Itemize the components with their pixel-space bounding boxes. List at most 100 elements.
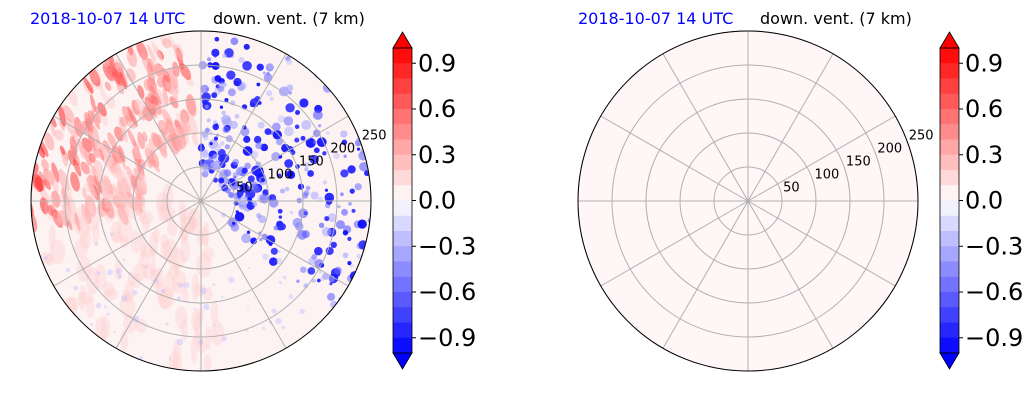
left-field-negative-cell [106, 312, 110, 316]
left-field-negative-cell [312, 110, 323, 120]
left-field-positive-cell [87, 110, 95, 124]
left-field-negative-cell [305, 185, 311, 191]
left-field-positive-cell [138, 211, 154, 225]
left-field-positive-cell [171, 83, 179, 103]
left-field-positive-cell [103, 288, 118, 301]
left-field-negative-cell [218, 154, 226, 163]
right-radial-tick-label-250: 250 [909, 128, 934, 143]
left-field-negative-cell [212, 123, 220, 131]
left-field-negative-cell [213, 136, 219, 141]
left-field-positive-cell [137, 85, 145, 99]
left-field-positive-cell [138, 251, 150, 269]
left-field-negative-cell [202, 168, 209, 174]
left-field-positive-cell [39, 251, 53, 265]
left-field-positive-cell [85, 193, 96, 216]
left-field-negative-cell [333, 152, 340, 160]
left-field-positive-cell [120, 329, 129, 353]
left-field-negative-cell [234, 113, 240, 119]
left-field-positive-cell [142, 131, 148, 142]
left-field-positive-cell [114, 260, 123, 281]
left-field-positive-cell [48, 224, 56, 251]
left-polar-outline [30, 30, 372, 372]
left-field-positive-cell [107, 132, 118, 150]
left-field-positive-cell [169, 72, 179, 95]
left-field-positive-cell [58, 104, 66, 127]
left-field-negative-cell [232, 175, 237, 180]
right-colorbar-tick-label: −0.9 [965, 324, 1023, 352]
left-field-positive-cell [180, 318, 188, 341]
left-field-negative-cell [277, 208, 283, 214]
left-field-negative-cell [212, 120, 218, 125]
left-field-positive-cell [50, 239, 66, 265]
right-colorbar-segment [940, 276, 959, 293]
right-angular-gridline-60 [747, 53, 834, 202]
left-colorbar-segment [393, 261, 412, 278]
left-field-positive-cell [146, 159, 153, 169]
left-field-negative-cell [232, 221, 236, 225]
left-field-negative-cell [168, 357, 172, 360]
left-colorbar-tick-label: 0.3 [418, 141, 456, 169]
left-field-negative-cell [273, 225, 279, 231]
left-field-negative-cell [266, 71, 270, 76]
left-field-negative-cell [275, 318, 282, 325]
left-title-date: 2018-10-07 14 UTC [30, 9, 185, 28]
left-field-negative-cell [342, 230, 349, 236]
left-field-negative-cell [288, 294, 294, 300]
left-field-negative-cell [244, 162, 251, 170]
left-field-negative-cell [358, 150, 369, 161]
left-field-negative-cell [340, 130, 348, 138]
left-field-positive-cell [119, 236, 130, 249]
left-field-negative-cell [307, 170, 314, 177]
right-radial-labels: 50 100 150 200 250 [783, 128, 933, 195]
left-field-positive-cell [57, 169, 70, 192]
left-field-negative-cell [324, 188, 329, 192]
left-field-positive-cell [196, 231, 205, 246]
left-field-positive-cell [41, 158, 49, 171]
left-field-positive-cell [187, 115, 198, 137]
left-colorbar-segment [393, 185, 412, 201]
left-field-positive-cell [133, 167, 142, 181]
left-field-positive-cell [210, 300, 219, 325]
left-field-negative-cell [322, 180, 328, 185]
left-field-negative-cell [269, 257, 278, 266]
left-field-positive-cell [51, 162, 60, 183]
left-field-positive-cell [160, 234, 170, 248]
left-field-negative-cell [288, 91, 292, 95]
left-field-positive-cell [38, 171, 47, 186]
left-field-negative-cell [248, 266, 251, 269]
left-field-negative-cell [221, 110, 226, 116]
left-field-negative-cell [278, 223, 286, 231]
left-colorbar-tick-label: 0.9 [418, 49, 456, 77]
left-field-negative-cell [294, 222, 304, 231]
left-field-negative-cell [228, 276, 235, 284]
left-field-negative-cell [272, 130, 282, 140]
left-field-positive-cell [82, 75, 94, 95]
left-field-negative-cell [286, 170, 296, 179]
left-field-negative-cell [359, 161, 369, 172]
left-colorbar-segment [393, 78, 412, 95]
left-radial-tick-label-50: 50 [236, 180, 253, 195]
left-field-positive-cell [95, 315, 111, 341]
left-field-positive-cell [150, 268, 160, 288]
left-colorbar-segment [393, 292, 412, 308]
left-field-positive-cell [124, 280, 135, 303]
left-field-positive-cell [45, 253, 55, 266]
left-field-negative-cell [343, 154, 347, 158]
left-field-positive-cell [126, 68, 136, 82]
left-colorbar-segment [393, 170, 412, 186]
right-colorbar-tick-label: −0.6 [965, 278, 1023, 306]
left-field-positive-cell [54, 129, 64, 141]
left-field-negative-cell [351, 208, 356, 213]
right-title-variable: down. vent. (7 km) [760, 9, 912, 28]
left-field-positive-cell [51, 190, 61, 208]
left-field-negative-cell [350, 113, 359, 122]
left-colorbar-segment [393, 322, 412, 339]
left-field-positive-cell [172, 43, 183, 61]
left-field-negative-cell [65, 268, 71, 273]
left-field-positive-cell [122, 177, 132, 199]
left-field-positive-cell [158, 288, 175, 309]
right-polar-outline [577, 30, 919, 372]
left-angular-gridline-300 [200, 200, 287, 349]
left-field-negative-cell [352, 117, 360, 126]
left-field-negative-cell [356, 147, 361, 151]
